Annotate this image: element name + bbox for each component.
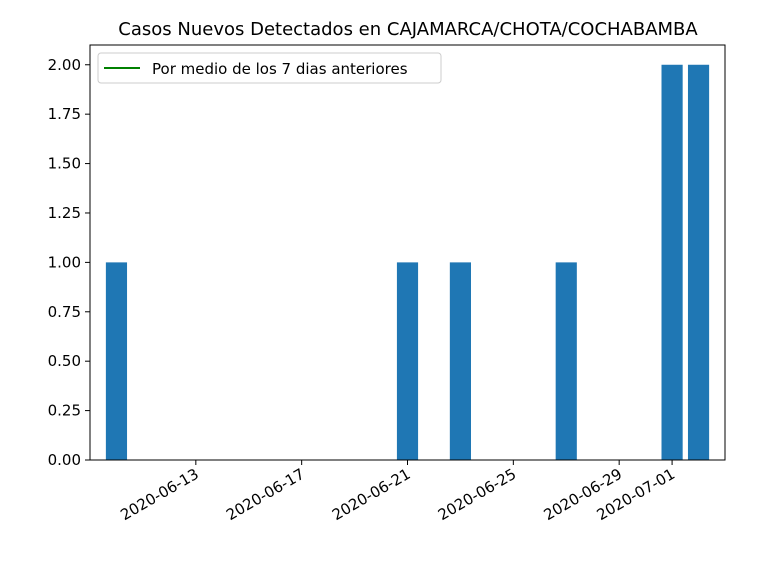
legend-box xyxy=(97,52,442,84)
y-tick-label: 0.00 xyxy=(48,451,81,469)
y-axis: 0.00 0.25 0.50 0.75 1.00 1.25 1.50 1.75 2.00 xyxy=(48,56,90,469)
x-tick-label: 2020-06-21 xyxy=(329,465,414,524)
bar xyxy=(449,262,471,460)
y-tick-label: 0.75 xyxy=(48,303,81,321)
bar xyxy=(555,262,577,460)
legend-entry-label: Por medio de los 7 dias anteriores xyxy=(152,60,408,78)
y-tick-label: 1.50 xyxy=(48,155,81,173)
x-tick-label: 2020-06-13 xyxy=(117,465,202,524)
bar xyxy=(687,64,710,460)
y-tick-label: 0.50 xyxy=(48,352,81,370)
bar xyxy=(661,64,683,460)
y-tick-label: 2.00 xyxy=(48,56,81,74)
y-tick-label: 1.75 xyxy=(48,105,81,123)
x-axis: 2020-06-13 2020-06-17 2020-06-21 2020-06-25… xyxy=(117,460,678,524)
legend: Por medio de los 7 dias anteriores xyxy=(97,52,442,84)
y-tick-label: 0.25 xyxy=(48,402,81,420)
bar xyxy=(396,262,419,460)
x-tick-label: 2020-06-17 xyxy=(223,465,308,524)
bar xyxy=(105,262,128,460)
y-tick-label: 1.25 xyxy=(48,204,81,222)
chart-title: Casos Nuevos Detectados en CAJAMARCA/CHO… xyxy=(118,19,698,40)
x-tick-label: 2020-06-25 xyxy=(435,465,520,524)
bars-group xyxy=(105,64,710,460)
y-tick-label: 1.00 xyxy=(48,253,81,271)
